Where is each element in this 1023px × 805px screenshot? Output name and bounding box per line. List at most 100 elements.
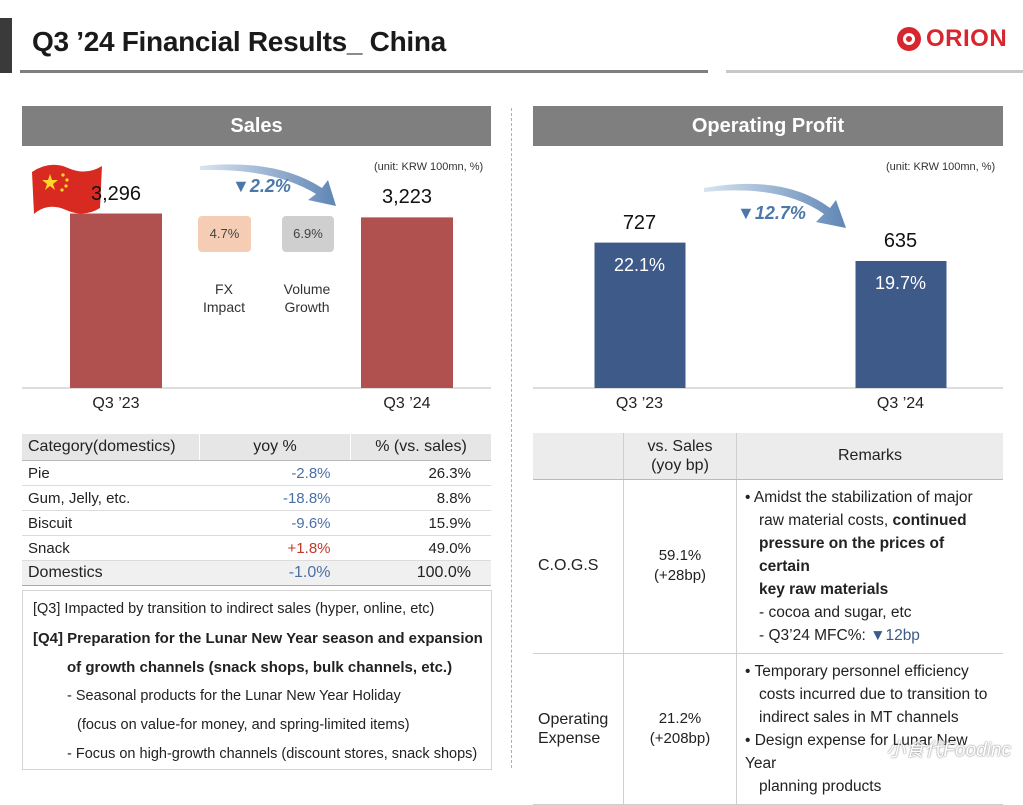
volume-growth-chip: 6.9% — [282, 216, 334, 252]
sales-bar-chart — [22, 213, 491, 389]
rem-cogs-pct: 59.1% — [658, 547, 702, 564]
category-name: Pie — [22, 460, 200, 486]
sales-growth-label: ▼2.2% — [232, 176, 291, 196]
rem-header-vs-line2: (yoy bp) — [651, 456, 709, 474]
category-name: Biscuit — [22, 510, 200, 536]
rem-opex-line3: indirect sales in MT channels — [759, 708, 959, 726]
category-name: Gum, Jelly, etc. — [22, 485, 200, 511]
profit-margin-q3-23: 22.1% — [613, 254, 666, 275]
fx-impact-label: FX Impact — [190, 280, 258, 316]
rem-opex-line2: costs incurred due to transition to — [759, 685, 988, 703]
category-row: Domestics -1.0% 100.0% — [22, 560, 491, 586]
sales-notes-box: [Q3] Impacted by transition to indirect … — [22, 590, 492, 770]
sales-xtick-q3-24: Q3 ’24 — [383, 395, 431, 412]
sales-value-q3-24: 3,223 — [381, 186, 433, 209]
category-share: 49.0% — [350, 535, 491, 561]
rem-opex-bp: (+208bp) — [649, 729, 711, 747]
rem-cogs-line6: - Q3’24 MFC%: ▼12bp — [745, 624, 997, 647]
china-flag-icon — [32, 164, 102, 214]
category-yoy: -9.6% — [199, 510, 351, 536]
profit-section-header: Operating Profit — [533, 106, 1003, 146]
rem-cogs-line2: raw material costs, continued — [745, 509, 997, 532]
rem-cogs-bp: (+28bp) — [653, 567, 707, 584]
fx-impact-chip: 4.7% — [198, 216, 251, 252]
rem-opex-line4: • Design expense for Lunar New Year — [745, 731, 968, 772]
sales-value-q3-23: 3,296 — [90, 182, 142, 205]
orion-logo: ORION — [896, 24, 1007, 54]
note-line-channels: - Focus on high-growth channels (discoun… — [67, 746, 478, 762]
fx-label-line2: Impact — [202, 299, 245, 315]
category-yoy: -18.8% — [199, 485, 351, 511]
profit-bar-chart — [533, 242, 1003, 389]
note-line-seasonal: - Seasonal products for the Lunar New Ye… — [67, 688, 401, 704]
category-name: Snack — [22, 535, 200, 561]
profit-unit: (unit: KRW 100mn, %) — [886, 161, 996, 173]
sales-unit: (unit: KRW 100mn, %) — [374, 161, 484, 173]
category-yoy: -1.0% — [199, 560, 351, 586]
category-row: Snack +1.8% 49.0% — [22, 535, 491, 561]
note-line-q4-cont: of growth channels (snack shops, bulk ch… — [67, 659, 453, 676]
category-row: Biscuit -9.6% 15.9% — [22, 510, 491, 536]
page-title: Q3 ’24 Financial Results_ China — [32, 26, 446, 57]
category-share: 100.0% — [350, 560, 491, 586]
watermark: 小食代Foodinc — [886, 740, 1011, 761]
rem-cogs-mfc-label: - Q3’24 MFC%: — [759, 626, 871, 644]
vol-label-line2: Growth — [284, 299, 330, 315]
rem-row-cogs: C.O.G.S 59.1% (+28bp) • Amidst the stabi… — [533, 479, 1003, 654]
cat-header-yoy: yoy % — [199, 434, 351, 461]
rem-cogs-value: 59.1% (+28bp) — [623, 479, 737, 654]
rem-row-opex: Operating Expense 21.2% (+208bp) • Tempo… — [533, 653, 1003, 805]
category-row: Gum, Jelly, etc. -18.8% 8.8% — [22, 485, 491, 511]
category-table: Category(domestics) yoy % % (vs. sales) … — [22, 434, 491, 586]
rem-opex-label: Operating Expense — [533, 653, 624, 805]
sales-decline-arrow-icon — [200, 164, 336, 206]
profit-xtick-q3-23: Q3 ’23 — [615, 395, 664, 412]
sales-section-header: Sales — [22, 106, 491, 146]
header-rule — [20, 70, 708, 73]
profit-margin-q3-24: 19.7% — [874, 273, 927, 293]
bar-Q3-23 — [70, 213, 162, 388]
rem-opex-label-2: Expense — [538, 729, 601, 747]
rem-cogs-line4: key raw materials — [759, 580, 889, 598]
rem-cogs-line2-bold: continued — [892, 511, 967, 529]
profit-value-q3-24: 635 — [883, 230, 918, 252]
category-name: Domestics — [22, 560, 200, 586]
rem-header-blank — [533, 433, 624, 480]
bar-Q3-24 — [855, 261, 947, 388]
category-share: 15.9% — [350, 510, 491, 536]
rem-header-vs-sales: vs. Sales (yoy bp) — [623, 433, 737, 480]
bar-Q3-24 — [361, 217, 453, 388]
bar-Q3-23 — [594, 242, 686, 388]
rem-opex-value: 21.2% (+208bp) — [623, 653, 737, 805]
rem-cogs-line2-a: raw material costs, — [759, 511, 893, 529]
rem-opex-label-1: Operating — [538, 710, 609, 728]
rem-cogs-label: C.O.G.S — [533, 479, 624, 654]
rem-opex-remarks: • Temporary personnel efficiency costs i… — [736, 653, 1003, 805]
profit-decline-arrow-icon — [704, 183, 846, 228]
rem-cogs-mfc-value: ▼12bp — [870, 626, 920, 644]
profit-value-q3-23: 727 — [622, 211, 657, 234]
profit-xtick-q3-24: Q3 ’24 — [876, 395, 925, 412]
category-share: 8.8% — [350, 485, 491, 511]
header-accent-bar — [0, 18, 12, 73]
note-line-q4: [Q4] Preparation for the Lunar New Year … — [33, 630, 483, 647]
rem-header-remarks: Remarks — [736, 433, 1003, 480]
category-share: 26.3% — [350, 460, 491, 486]
cat-header-share: % (vs. sales) — [350, 434, 491, 461]
rem-opex-line5: planning products — [759, 777, 882, 795]
profit-growth-label: ▼12.7% — [737, 203, 806, 223]
rem-cogs-remarks: • Amidst the stabilization of major raw … — [736, 479, 1003, 654]
rem-cogs-line5: - cocoa and sugar, etc — [759, 603, 912, 621]
orion-logo-text: ORION — [926, 25, 1008, 52]
fx-label-line1: FX — [215, 281, 233, 297]
rem-header-vs-line1: vs. Sales — [647, 437, 713, 455]
header-rule-light — [726, 70, 1023, 73]
category-yoy: -2.8% — [199, 460, 351, 486]
volume-growth-label: Volume Growth — [272, 280, 342, 316]
sales-xtick-q3-23: Q3 ’23 — [92, 395, 140, 412]
category-row: Pie -2.8% 26.3% — [22, 460, 491, 486]
note-line-q3: [Q3] Impacted by transition to indirect … — [33, 601, 435, 617]
category-yoy: +1.8% — [199, 535, 351, 561]
section-divider — [511, 108, 512, 768]
note-line-seasonal-detail: (focus on value-for money, and spring-li… — [77, 717, 410, 733]
